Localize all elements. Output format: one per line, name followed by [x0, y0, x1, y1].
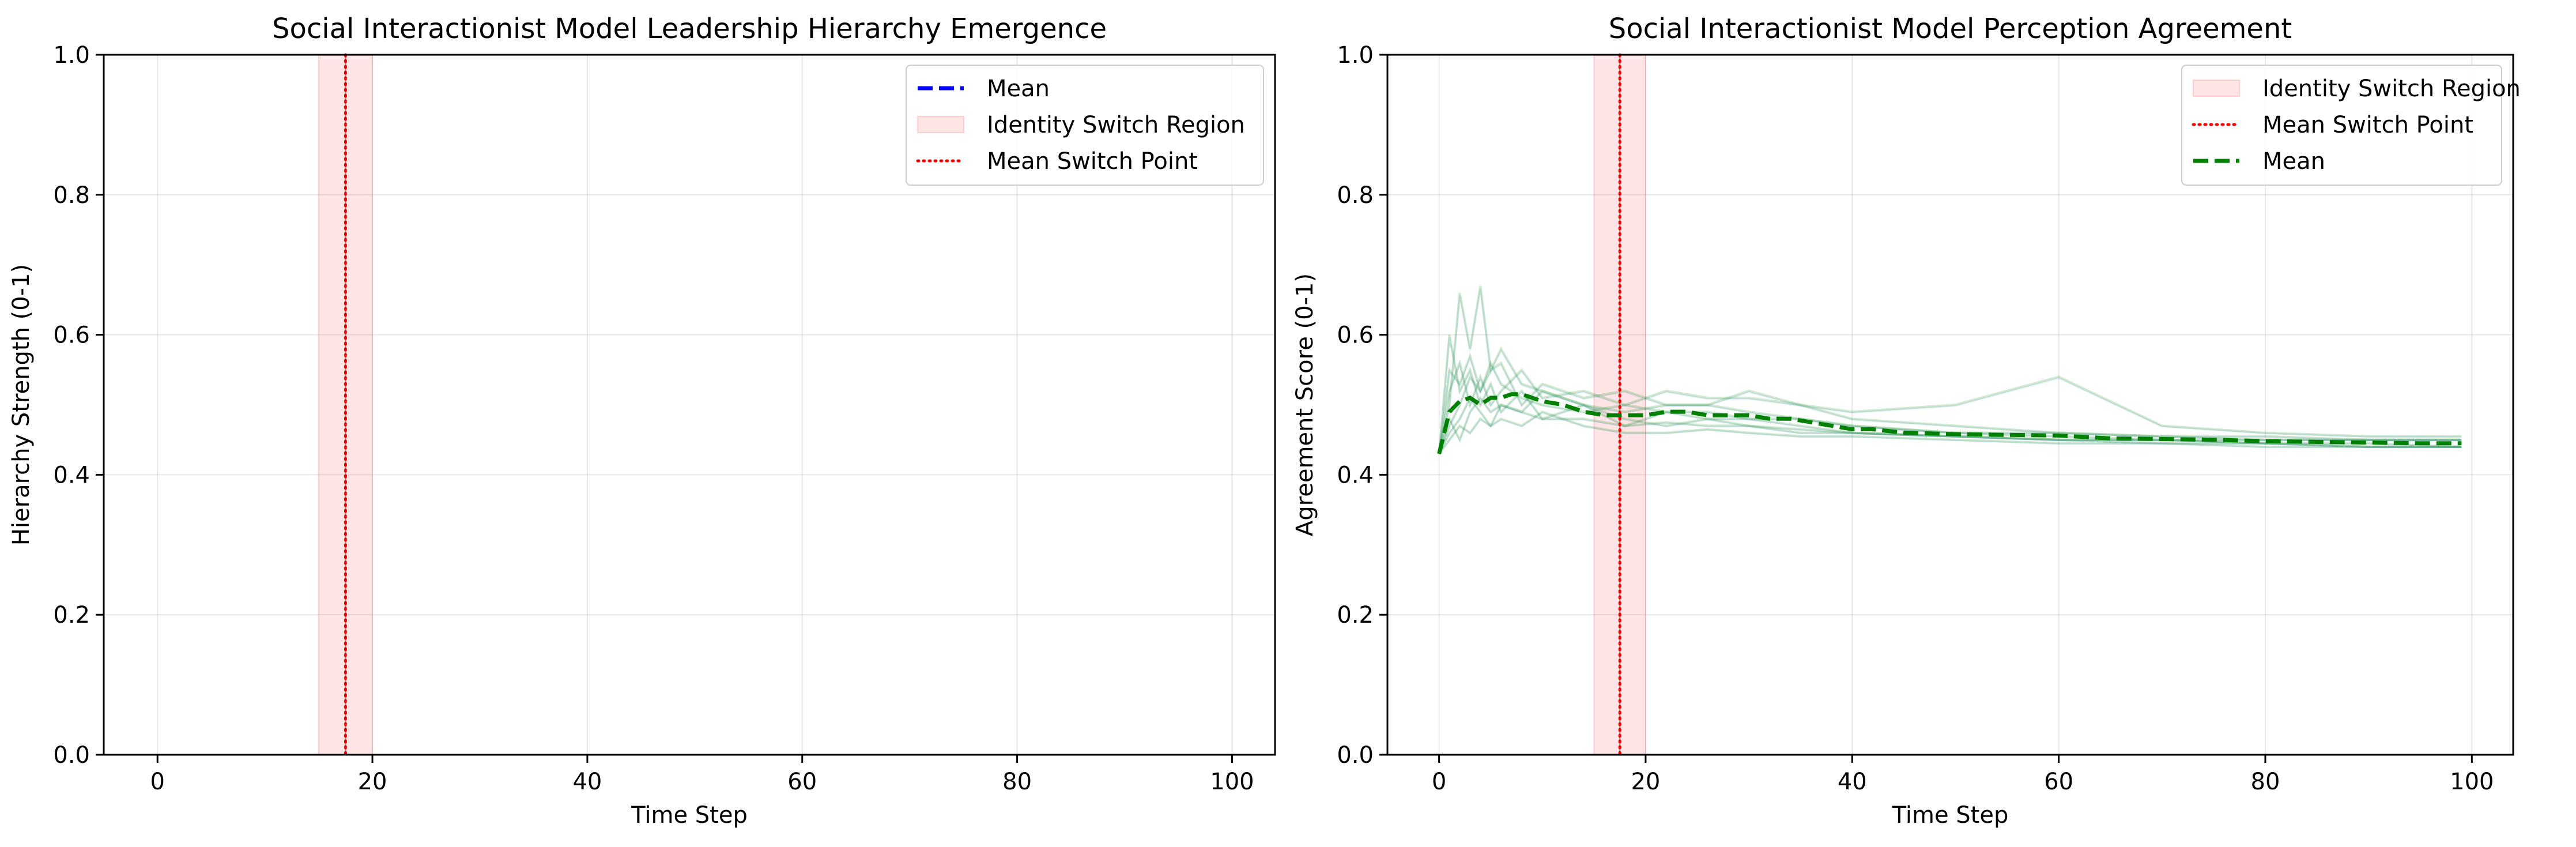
y-tick-label: 0.6 [53, 322, 90, 349]
y-tick-label: 1.0 [1337, 42, 1374, 69]
y-tick-label: 0.0 [1337, 742, 1374, 769]
legend-label: Identity Switch Region [987, 112, 1245, 138]
y-tick-label: 0.4 [53, 462, 90, 488]
run-line-band [1438, 336, 2462, 454]
agreement-chart-panel: 0 20 40 60 80 100 0.0 0.2 0.4 0.6 0.8 1.0 Time Step A… [1292, 13, 2521, 829]
run-line [1438, 334, 2462, 454]
y-axis-label: Hierarchy Strength (0-1) [8, 264, 35, 545]
x-tick-label: 100 [1210, 769, 1254, 795]
legend-label: Mean [2262, 148, 2325, 175]
run-line [1438, 389, 2462, 455]
legend-label: Mean Switch Point [2262, 112, 2473, 138]
x-tick-label: 100 [2450, 769, 2494, 795]
run-line-band [1438, 391, 2462, 455]
x-tick-label: 20 [358, 769, 387, 795]
hierarchy-chart-panel: 0 20 40 60 80 100 0.0 0.2 0.4 0.6 0.8 1.0 Time Step H… [8, 13, 1276, 829]
x-tick-label: 60 [2044, 769, 2073, 795]
run-line-band [1438, 397, 2462, 455]
legend: Mean Identity Switch Region Mean Switch Po… [906, 65, 1264, 186]
legend-label: Mean Switch Point [987, 148, 1198, 175]
run-line-band [1438, 288, 2462, 454]
x-tick-label: 80 [1002, 769, 1032, 795]
y-tick-label: 0.8 [53, 182, 90, 209]
run-line-band [1438, 362, 2462, 455]
legend-box [2181, 65, 2502, 186]
legend-handle-patch [917, 116, 964, 133]
legend-label: Identity Switch Region [2262, 76, 2521, 102]
run-line [1438, 396, 2462, 454]
run-line-band [1438, 397, 2462, 454]
plot-frame [103, 54, 1276, 756]
individual-runs [1438, 285, 2462, 455]
x-axis-label: Time Step [631, 802, 748, 829]
x-tick-label: 20 [1631, 769, 1660, 795]
x-tick-label: 40 [572, 769, 602, 795]
ticks: 0 20 40 60 80 100 0.0 0.2 0.4 0.6 0.8 1.0 [53, 42, 1254, 795]
ticks: 0 20 40 60 80 100 0.0 0.2 0.4 0.6 0.8 1.0 [1337, 42, 2494, 795]
run-line-band [1438, 355, 2462, 454]
y-tick-label: 0.6 [1337, 322, 1374, 349]
y-tick-label: 0.4 [1337, 462, 1374, 488]
x-axis-label: Time Step [1892, 802, 2009, 829]
run-line [1438, 360, 2462, 454]
y-tick-label: 0.2 [53, 602, 90, 628]
legend-handle-patch [2193, 80, 2240, 97]
x-tick-label: 0 [150, 769, 164, 795]
legend: Identity Switch Region Mean Switch Point M… [2181, 65, 2521, 186]
chart-title: Social Interactionist Model Perception A… [1609, 13, 2292, 45]
y-tick-label: 0.8 [1337, 182, 1374, 209]
run-line [1438, 359, 2462, 454]
plot-frame [1386, 54, 2514, 756]
x-tick-label: 80 [2251, 769, 2280, 795]
x-tick-label: 0 [1432, 769, 1446, 795]
y-axis-label: Agreement Score (0-1) [1292, 273, 1318, 536]
chart-title: Social Interactionist Model Leadership H… [272, 13, 1107, 45]
run-line [1438, 396, 2462, 454]
y-tick-label: 0.0 [53, 742, 90, 769]
legend-box [906, 65, 1264, 186]
y-tick-label: 0.2 [1337, 602, 1374, 628]
mean-line [1437, 392, 2462, 454]
x-tick-label: 40 [1838, 769, 1867, 795]
run-line [1438, 285, 2462, 454]
run-line [1438, 352, 2462, 454]
y-tick-label: 1.0 [53, 42, 90, 69]
run-line-band [1438, 362, 2462, 454]
legend-label: Mean [987, 76, 1050, 102]
x-tick-label: 60 [787, 769, 817, 795]
